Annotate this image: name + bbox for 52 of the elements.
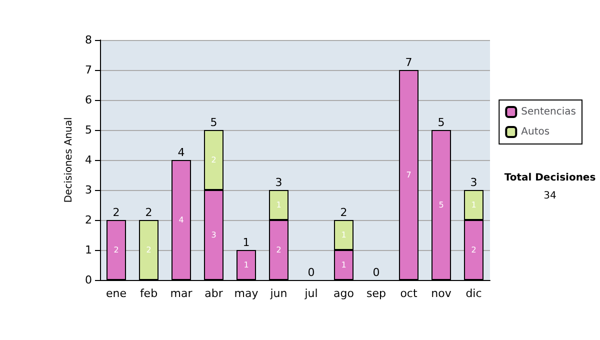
- x-tick-label: sep: [366, 287, 386, 300]
- data-label: 2: [471, 246, 476, 254]
- total-label: 5: [438, 116, 445, 129]
- total-label: 0: [372, 266, 380, 279]
- x-tick-label: nov: [431, 287, 452, 300]
- total-label: 2: [340, 206, 348, 219]
- x-tick-label: ene: [106, 287, 127, 300]
- data-label: 1: [276, 200, 282, 210]
- total-label: 3: [275, 176, 282, 189]
- total-label: 4: [178, 146, 185, 159]
- y-tick-label: 7: [85, 64, 92, 76]
- legend-label: Autos: [521, 126, 550, 138]
- y-tick-label: 8: [85, 34, 92, 46]
- x-tick-label: oct: [400, 287, 418, 300]
- text: Total Decisiones: [504, 172, 596, 184]
- data-label: 1: [471, 200, 476, 210]
- data-label: 7: [406, 170, 412, 180]
- x-tick-label: ago: [334, 287, 354, 300]
- x-tick-label: dic: [466, 287, 482, 300]
- total-label: 2: [145, 206, 152, 219]
- data-label: 3: [211, 230, 216, 240]
- total-label: 3: [470, 176, 478, 189]
- y-tick-label: 2: [85, 214, 92, 226]
- total-label: 2: [112, 206, 120, 219]
- total-label: 0: [308, 266, 315, 279]
- data-label: 2: [146, 246, 152, 254]
- x-tick-label: jun: [269, 287, 288, 300]
- data-label: 2: [211, 156, 216, 164]
- total-label: 7: [405, 56, 412, 69]
- text: 34: [544, 190, 556, 202]
- x-tick-label: feb: [140, 287, 158, 300]
- y-tick-label: 4: [85, 154, 92, 166]
- data-label: 2: [276, 246, 282, 254]
- y-tick-label: 3: [85, 184, 92, 196]
- y-tick-label: 1: [85, 244, 92, 256]
- legend-label: Sentencias: [521, 106, 576, 118]
- y-tick-label: 0: [85, 274, 92, 286]
- data-label: 4: [178, 216, 184, 224]
- total-label: 5: [210, 116, 218, 129]
- data-label: 1: [341, 260, 346, 270]
- x-tick-label: may: [234, 287, 259, 300]
- x-tick-label: jul: [304, 287, 318, 300]
- data-label: 1: [341, 230, 346, 240]
- y-tick-label: 6: [85, 94, 92, 106]
- data-label: 1: [244, 260, 249, 270]
- data-label: 2: [114, 246, 119, 254]
- data-label: 5: [438, 200, 444, 210]
- y-tick-label: 5: [85, 124, 92, 136]
- x-tick-label: mar: [170, 287, 193, 300]
- y-axis-title: Decisiones Anual: [64, 117, 75, 203]
- total-label: 1: [242, 236, 250, 249]
- x-tick-label: abr: [204, 287, 224, 300]
